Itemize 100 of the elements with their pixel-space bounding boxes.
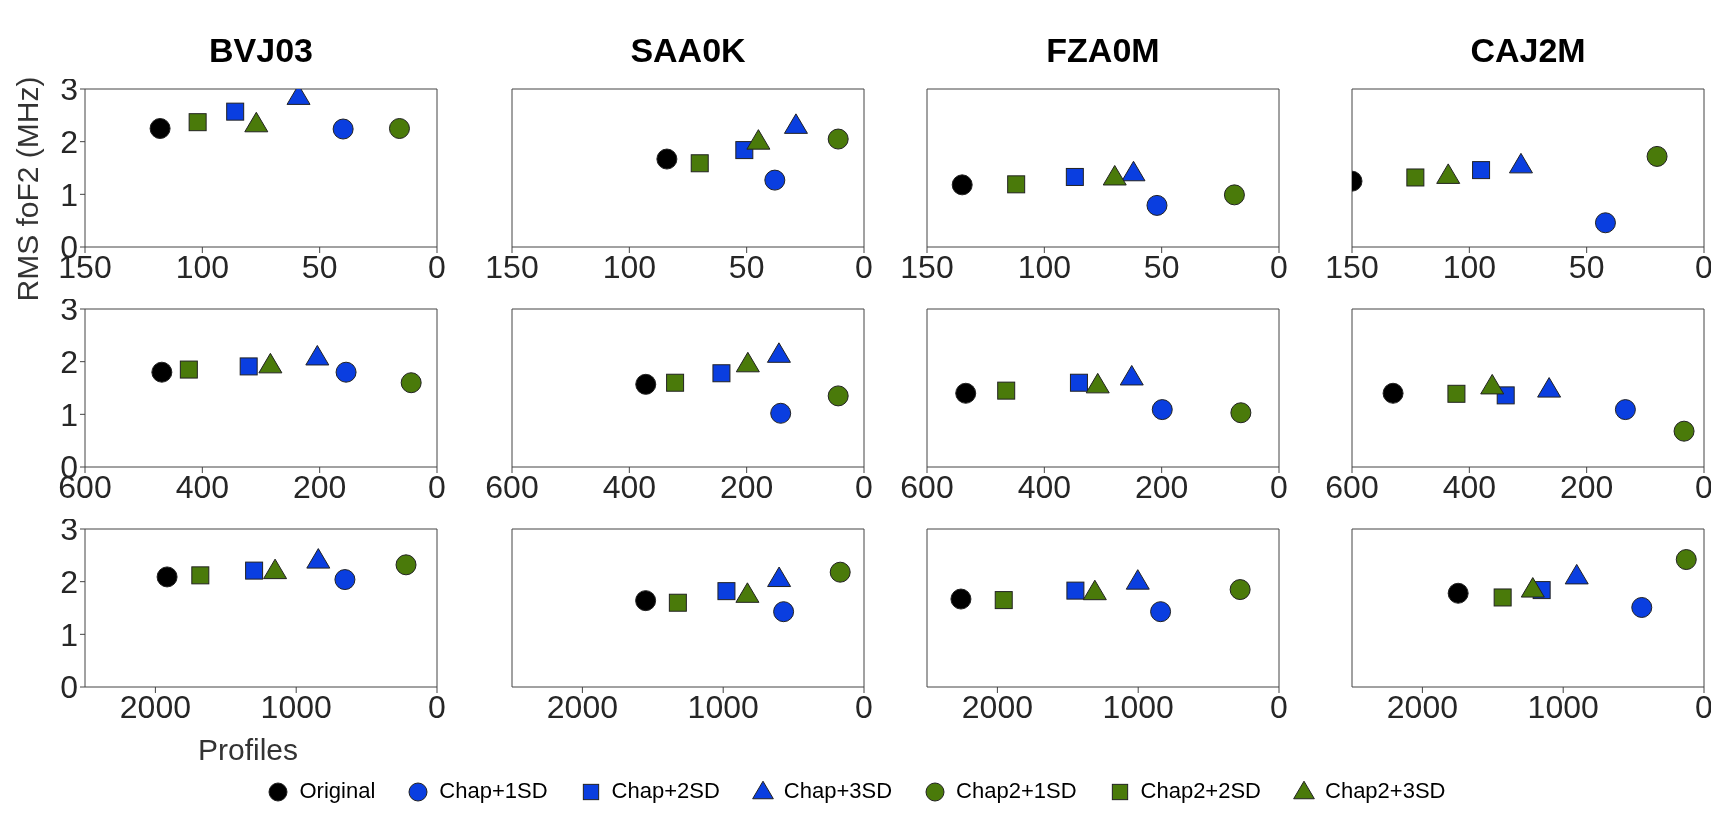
point bbox=[668, 593, 687, 612]
point bbox=[1066, 581, 1085, 600]
point bbox=[1675, 549, 1697, 571]
point bbox=[746, 129, 771, 150]
x-tick-label: 200 bbox=[719, 468, 774, 505]
point bbox=[1125, 569, 1150, 590]
x-tick-label: 100 bbox=[602, 248, 657, 285]
chart-title: CAJ2M bbox=[1469, 31, 1587, 70]
x-tick-label: 0 bbox=[1695, 468, 1711, 505]
x-tick-label: 1000 bbox=[1527, 688, 1599, 725]
point bbox=[717, 582, 736, 601]
x-tick-label: 100 bbox=[1017, 248, 1072, 285]
x-tick-label: 50 bbox=[301, 248, 338, 285]
x-tick-label: 400 bbox=[1442, 468, 1497, 505]
x-tick-label: 0 bbox=[428, 688, 446, 725]
legend-label: Chap2+2SD bbox=[1140, 778, 1262, 804]
x-tick-label: 50 bbox=[728, 248, 765, 285]
point bbox=[827, 128, 849, 150]
point bbox=[635, 373, 657, 395]
x-tick-label: 600 bbox=[485, 468, 539, 505]
point bbox=[332, 118, 354, 140]
x-tick-label: 200 bbox=[1134, 468, 1189, 505]
x-tick-label: 0 bbox=[428, 248, 446, 285]
x-tick-label: 0 bbox=[855, 688, 873, 725]
point bbox=[770, 402, 792, 424]
x-tick-label: 150 bbox=[485, 248, 539, 285]
point bbox=[994, 591, 1013, 610]
x-tick-label: 50 bbox=[1143, 248, 1180, 285]
x-tick-label: 400 bbox=[175, 468, 230, 505]
point bbox=[1480, 373, 1505, 395]
point bbox=[1646, 145, 1668, 167]
y-tick-label: 1 bbox=[60, 396, 78, 433]
x-tick-label: 0 bbox=[1270, 248, 1288, 285]
point bbox=[1520, 577, 1545, 598]
point bbox=[955, 382, 977, 404]
point bbox=[1493, 588, 1512, 607]
x-tick-label: 200 bbox=[1559, 468, 1614, 505]
x-axis-title: Profiles bbox=[197, 733, 299, 767]
point bbox=[1085, 372, 1110, 394]
y-axis-title: RMS foF2 (MHz) bbox=[11, 76, 45, 302]
point bbox=[1007, 175, 1026, 194]
point bbox=[783, 113, 808, 134]
x-tick-label: 2000 bbox=[961, 688, 1033, 725]
legend-label: Chap2+1SD bbox=[956, 778, 1077, 804]
y-tick-label: 2 bbox=[60, 564, 78, 601]
x-tick-label: 150 bbox=[1325, 248, 1379, 285]
point bbox=[829, 561, 851, 583]
point bbox=[1065, 167, 1084, 186]
x-tick-label: 100 bbox=[175, 248, 230, 285]
x-tick-label: 2000 bbox=[1386, 688, 1458, 725]
point bbox=[767, 566, 792, 588]
point bbox=[149, 118, 171, 139]
point bbox=[827, 385, 849, 407]
point bbox=[951, 174, 973, 196]
point bbox=[773, 601, 795, 623]
point bbox=[735, 351, 760, 373]
point bbox=[1150, 601, 1172, 623]
point bbox=[950, 588, 972, 610]
point bbox=[1102, 164, 1127, 186]
point bbox=[1069, 373, 1088, 392]
point bbox=[1382, 382, 1404, 404]
point bbox=[188, 113, 207, 132]
point bbox=[656, 148, 678, 170]
legend-label: Chap+2SD bbox=[611, 778, 720, 804]
x-tick-label: 1000 bbox=[1102, 688, 1174, 725]
x-tick-label: 600 bbox=[1325, 468, 1379, 505]
point bbox=[997, 381, 1016, 400]
point bbox=[666, 373, 685, 392]
point bbox=[388, 118, 410, 139]
x-tick-label: 100 bbox=[1442, 248, 1497, 285]
x-tick-label: 400 bbox=[602, 468, 657, 505]
point bbox=[1447, 384, 1466, 403]
y-tick-label: 2 bbox=[60, 344, 78, 381]
x-tick-label: 600 bbox=[900, 468, 954, 505]
x-tick-label: 1000 bbox=[260, 688, 332, 725]
x-tick-label: 0 bbox=[1695, 248, 1711, 285]
x-tick-label: 0 bbox=[1270, 468, 1288, 505]
point bbox=[764, 169, 786, 191]
point bbox=[1614, 399, 1636, 421]
x-tick-label: 2000 bbox=[546, 688, 618, 725]
legend-label: Chap2+3SD bbox=[1325, 778, 1446, 804]
legend-label: Chap+3SD bbox=[783, 778, 893, 804]
point bbox=[766, 342, 791, 363]
point bbox=[1594, 212, 1616, 234]
point bbox=[1119, 364, 1144, 386]
x-tick-label: 150 bbox=[900, 248, 954, 285]
point bbox=[1406, 168, 1425, 187]
point bbox=[1082, 579, 1107, 601]
x-tick-label: 0 bbox=[855, 248, 873, 285]
chart-title: BVJ03 bbox=[208, 31, 314, 70]
y-tick-label: 1 bbox=[60, 616, 78, 653]
point bbox=[1631, 596, 1653, 618]
y-tick-label: 1 bbox=[60, 176, 78, 213]
x-tick-label: 200 bbox=[292, 468, 347, 505]
chart-title: SAA0K bbox=[629, 31, 747, 70]
point bbox=[635, 590, 657, 612]
point bbox=[690, 154, 709, 173]
x-tick-label: 2000 bbox=[119, 688, 191, 725]
x-tick-label: 0 bbox=[1695, 688, 1711, 725]
x-tick-label: 0 bbox=[1270, 688, 1288, 725]
